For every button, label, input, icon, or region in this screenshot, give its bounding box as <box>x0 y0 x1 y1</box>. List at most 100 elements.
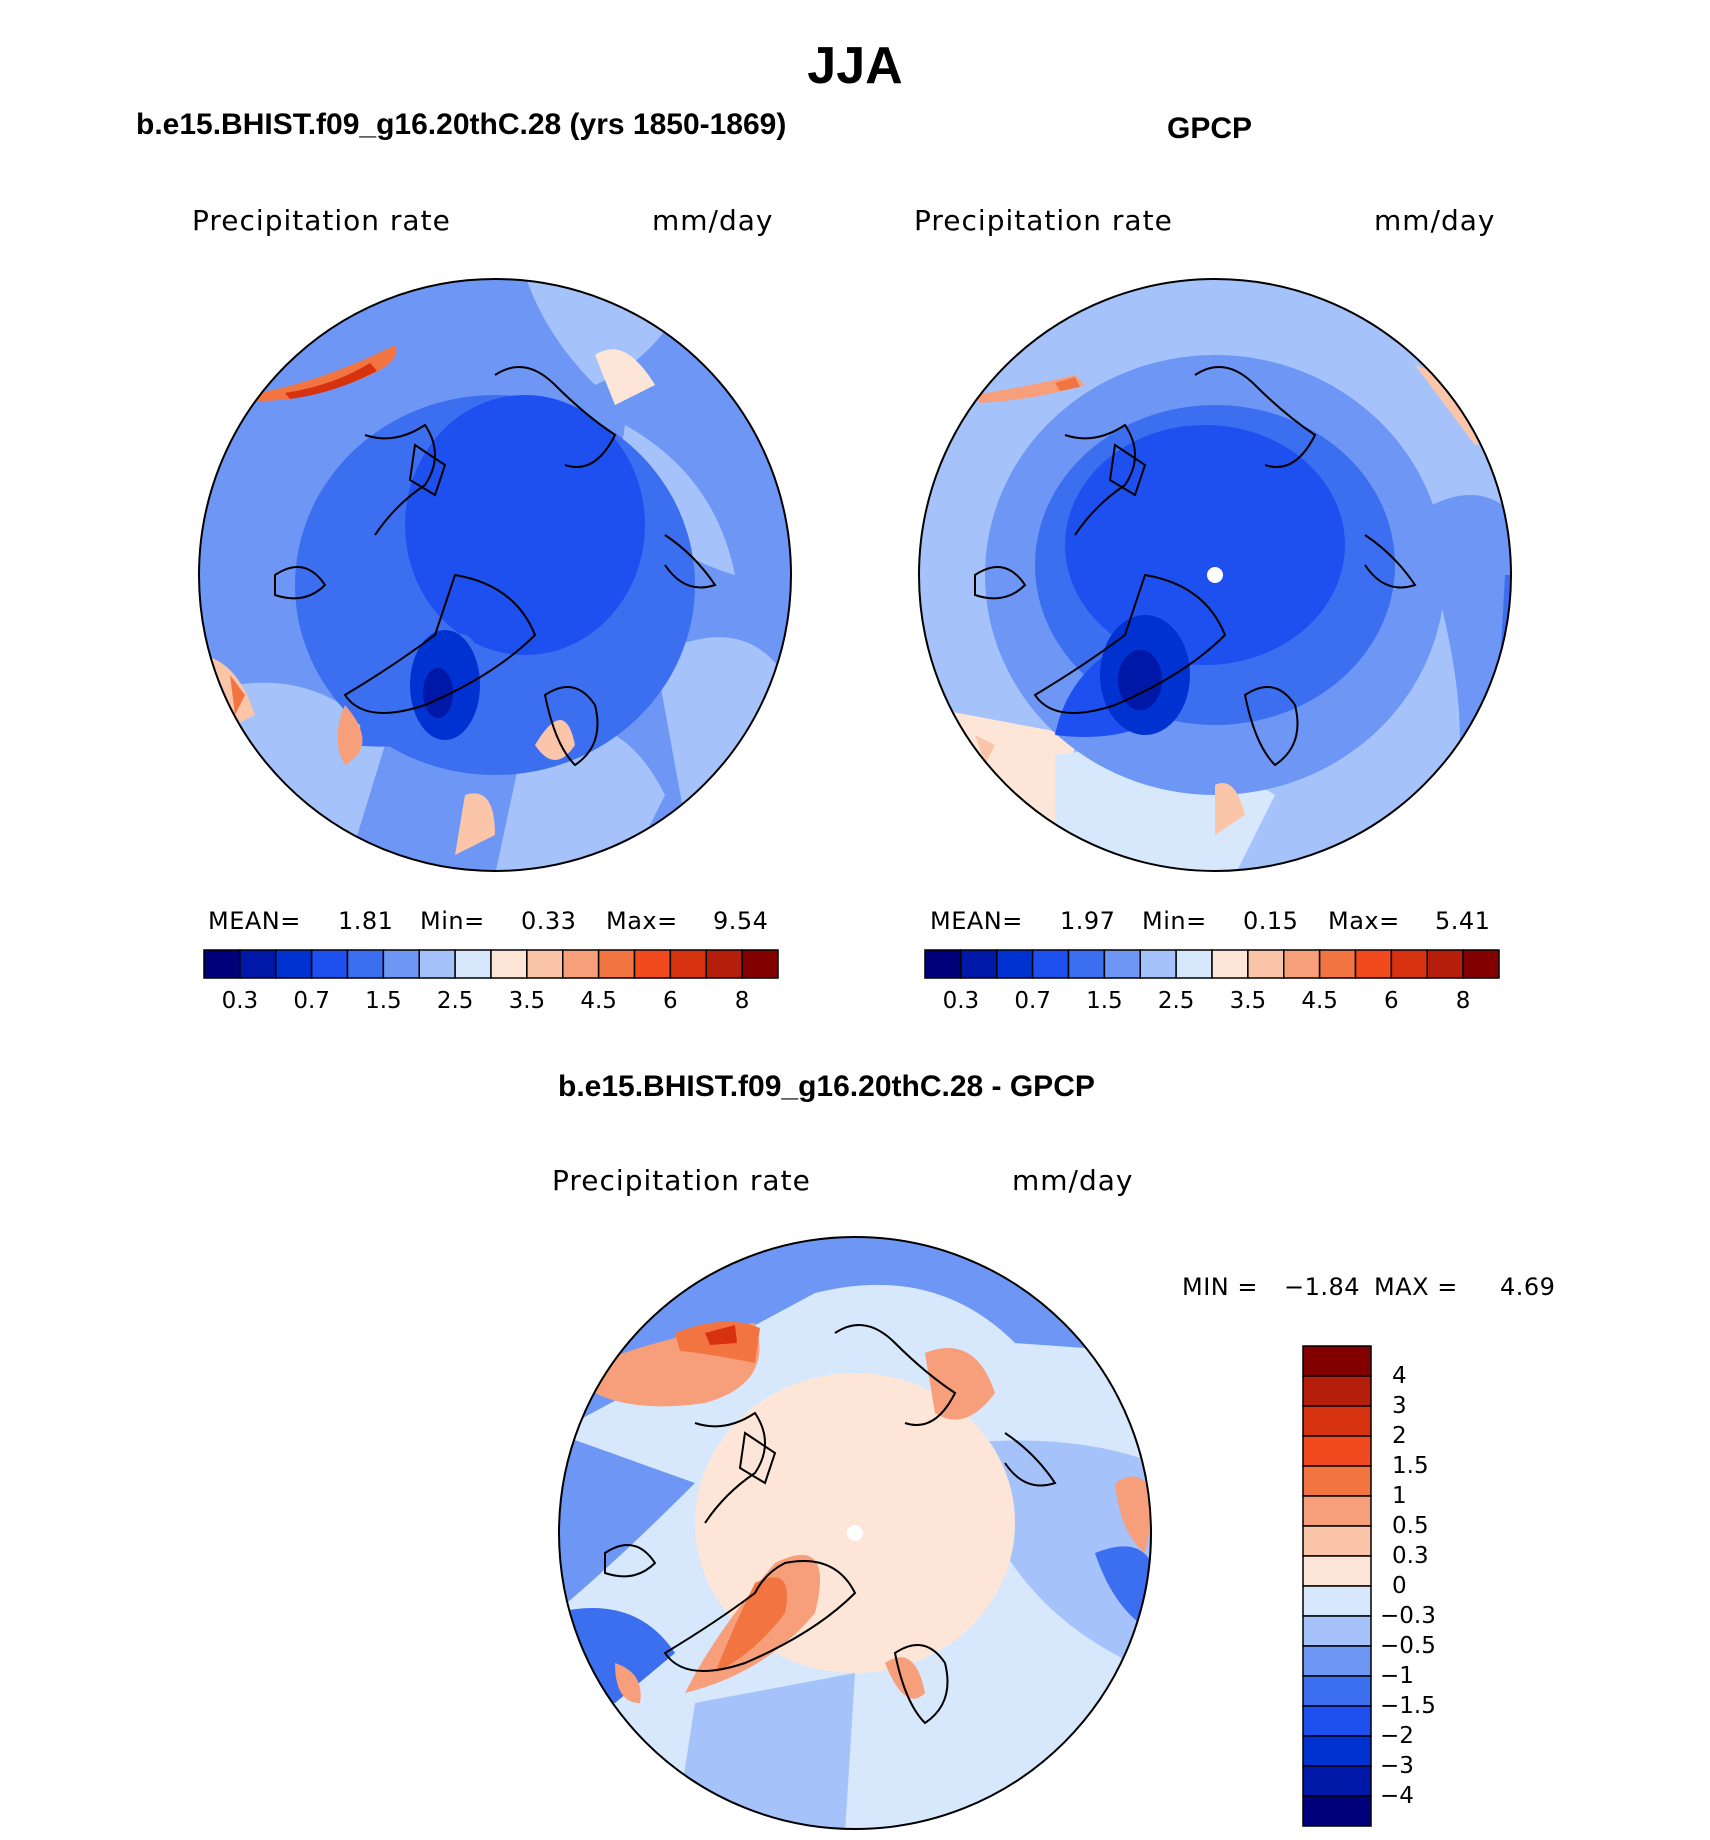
panel-diff-colorbar-swatch <box>1302 1735 1372 1767</box>
panel-diff-max-value: 4.69 <box>1500 1273 1556 1301</box>
panel-diff-colorbar-tick-label: 1.5 <box>1392 1453 1429 1479</box>
panel-diff-colorbar-tick-label: −1 <box>1380 1663 1414 1689</box>
panel-diff-colorbar-labels: 4 3 2 1.5 1 0.5 0.3 0 −0.3 −0.5 −1 −1.5 −2 −3 −4 <box>1380 1346 1500 1826</box>
panel-diff-colorbar-tick-label: 0 <box>1392 1573 1407 1599</box>
panel-obs-colorbar-swatch <box>1462 949 1500 979</box>
panel-diff-colorbar-swatch <box>1302 1795 1372 1827</box>
panel-obs-colorbar-labels: 0.3 0.7 1.5 2.5 3.5 4.5 6 8 <box>925 988 1499 1018</box>
panel-model-colorbar-tick-label: 6 <box>663 988 678 1014</box>
panel-diff-colorbar-swatch <box>1302 1345 1372 1377</box>
panel-obs-max-value: 5.41 <box>1435 907 1491 935</box>
panel-obs-mean-label: MEAN= <box>930 907 1023 935</box>
panel-diff-colorbar-tick-label: 0.5 <box>1392 1513 1429 1539</box>
panel-diff-colorbar-swatch <box>1302 1465 1372 1497</box>
panel-obs-map <box>918 278 1512 872</box>
panel-obs-colorbar <box>924 949 1500 979</box>
panel-obs-colorbar-swatch <box>1390 949 1428 979</box>
panel-diff-colorbar-tick-label: −1.5 <box>1380 1693 1436 1719</box>
panel-diff-colorbar <box>1302 1345 1372 1827</box>
panel-diff-colorbar-tick-label: 3 <box>1392 1393 1407 1419</box>
panel-obs-colorbar-swatch <box>1031 949 1070 979</box>
panel-model-title: b.e15.BHIST.f09_g16.20thC.28 (yrs 1850-1… <box>136 108 787 141</box>
panel-obs-min-value: 0.15 <box>1243 907 1299 935</box>
panel-obs-colorbar-swatch <box>1426 949 1464 979</box>
panel-obs-colorbar-tick-label: 4.5 <box>1301 988 1338 1014</box>
panel-model-colorbar-swatch <box>562 949 600 979</box>
panel-diff-max-label: MAX = <box>1374 1273 1458 1301</box>
panel-obs-colorbar-swatch <box>1139 949 1177 979</box>
panel-model-max-label: Max= <box>606 907 678 935</box>
panel-model-mean-value: 1.81 <box>338 907 394 935</box>
panel-model-min-label: Min= <box>420 907 485 935</box>
panel-diff-colorbar-swatch <box>1302 1765 1372 1797</box>
panel-diff-colorbar-tick-label: −3 <box>1380 1753 1414 1779</box>
panel-model-colorbar-swatch <box>705 949 743 979</box>
panel-diff-min-label: MIN = <box>1182 1273 1258 1301</box>
panel-model-min-value: 0.33 <box>521 907 577 935</box>
panel-diff-units-label: mm/day <box>1012 1164 1134 1197</box>
panel-diff-colorbar-tick-label: 0.3 <box>1392 1543 1429 1569</box>
panel-model-colorbar-swatch <box>346 949 385 979</box>
panel-obs-colorbar-swatch <box>924 949 962 979</box>
panel-model-map-outline <box>198 278 792 872</box>
panel-diff-title: b.e15.BHIST.f09_g16.20thC.28 - GPCP <box>558 1070 1095 1103</box>
panel-model-colorbar-tick-label: 3.5 <box>508 988 546 1014</box>
panel-model-colorbar-swatch <box>633 949 672 979</box>
panel-obs-min-label: Min= <box>1142 907 1207 935</box>
panel-diff-colorbar-tick-label: −4 <box>1380 1783 1414 1809</box>
panel-obs-max-label: Max= <box>1328 907 1400 935</box>
panel-obs-colorbar-tick-label: 8 <box>1455 988 1471 1014</box>
panel-diff-colorbar-swatch <box>1302 1555 1372 1587</box>
panel-obs-title: GPCP <box>1167 112 1253 145</box>
panel-model-colorbar-swatch <box>418 949 456 979</box>
panel-obs-mean-value: 1.97 <box>1060 907 1116 935</box>
panel-diff-colorbar-swatch <box>1302 1435 1372 1467</box>
panel-obs-colorbar-tick-label: 6 <box>1384 988 1399 1014</box>
panel-model-colorbar-tick-label: 4.5 <box>580 988 617 1014</box>
panel-model-colorbar-swatch <box>597 949 636 979</box>
panel-model-colorbar-swatch <box>310 949 349 979</box>
panel-obs-units-label: mm/day <box>1374 204 1496 237</box>
panel-model-colorbar-tick-label: 8 <box>734 988 750 1014</box>
panel-diff-colorbar-tick-label: 1 <box>1392 1483 1407 1509</box>
panel-diff-colorbar-swatch <box>1302 1585 1372 1617</box>
panel-model-colorbar-swatch <box>526 949 564 979</box>
panel-obs-colorbar-swatch <box>1283 949 1321 979</box>
panel-obs-colorbar-tick-label: 0.3 <box>942 988 980 1014</box>
panel-model-units-label: mm/day <box>652 204 774 237</box>
panel-diff-colorbar-tick-label: 2 <box>1392 1423 1407 1449</box>
panel-obs-colorbar-tick-label: 1.5 <box>1086 988 1123 1014</box>
panel-model-colorbar-tick-label: 0.3 <box>221 988 259 1014</box>
panel-obs-colorbar-swatch <box>1211 949 1249 979</box>
panel-obs-colorbar-swatch <box>1318 949 1357 979</box>
panel-model-colorbar-tick-label: 2.5 <box>436 988 474 1014</box>
panel-diff-variable-label: Precipitation rate <box>552 1164 811 1197</box>
panel-diff-colorbar-tick-label: −0.5 <box>1380 1633 1436 1659</box>
panel-diff-colorbar-tick-label: −2 <box>1380 1723 1414 1749</box>
panel-obs-colorbar-swatch <box>1247 949 1285 979</box>
panel-model-colorbar-swatch <box>275 949 313 979</box>
main-title: JJA <box>807 37 903 95</box>
panel-model-colorbar-tick-label: 0.7 <box>293 988 330 1014</box>
panel-diff-colorbar-swatch <box>1302 1525 1372 1557</box>
panel-model-colorbar-labels: 0.3 0.7 1.5 2.5 3.5 4.5 6 8 <box>204 988 778 1018</box>
panel-model-map <box>198 278 792 872</box>
panel-diff-colorbar-tick-label: −0.3 <box>1380 1603 1436 1629</box>
panel-model-variable-label: Precipitation rate <box>192 204 451 237</box>
panel-model-mean-label: MEAN= <box>208 907 301 935</box>
panel-obs-colorbar-swatch <box>1103 949 1141 979</box>
panel-model-colorbar-swatch <box>741 949 779 979</box>
panel-obs-colorbar-swatch <box>1175 949 1213 979</box>
panel-diff-colorbar-swatch <box>1302 1375 1372 1407</box>
panel-model-colorbar-swatch <box>203 949 241 979</box>
panel-diff-colorbar-swatch <box>1302 1495 1372 1527</box>
panel-diff-colorbar-tick-label: 4 <box>1392 1363 1407 1389</box>
panel-diff-colorbar-swatch <box>1302 1675 1372 1707</box>
panel-diff-map <box>558 1236 1152 1830</box>
panel-diff-colorbar-swatch <box>1302 1615 1372 1647</box>
panel-model-colorbar-swatch <box>669 949 707 979</box>
panel-obs-colorbar-swatch <box>1067 949 1106 979</box>
panel-model-max-value: 9.54 <box>713 907 769 935</box>
panel-diff-colorbar-swatch <box>1302 1645 1372 1677</box>
panel-obs-colorbar-swatch <box>996 949 1034 979</box>
